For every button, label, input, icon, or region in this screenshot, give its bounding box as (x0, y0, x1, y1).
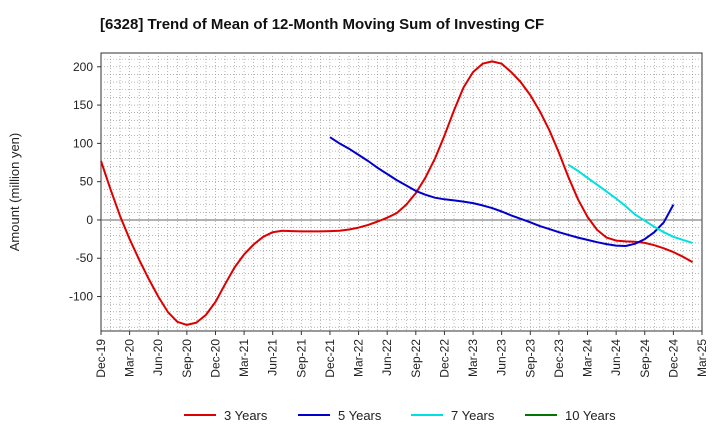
x-tick-label: Sep-22 (409, 339, 423, 378)
legend-label: 3 Years (224, 408, 268, 423)
x-tick-label: Mar-22 (352, 339, 366, 377)
x-tick-label: Dec-21 (323, 339, 337, 378)
legend: 3 Years 5 Years 7 Years 10 Years (184, 408, 616, 423)
x-tick-label: Mar-20 (123, 339, 137, 377)
x-tick-label: Jun-21 (266, 339, 280, 376)
series-line-3-years (100, 60, 693, 326)
series-line-7-years (567, 163, 693, 244)
x-tick-label: Dec-20 (208, 339, 222, 378)
y-axis-title: Amount (million yen) (7, 133, 22, 252)
x-tick-label: Mar-24 (581, 339, 595, 377)
x-tick-label: Sep-21 (294, 339, 308, 378)
y-tick-label: 0 (86, 213, 93, 227)
x-tick-label: Sep-20 (180, 339, 194, 378)
x-tick-label: Dec-24 (666, 339, 680, 378)
legend-label: 5 Years (338, 408, 382, 423)
plot-area (100, 52, 703, 332)
y-tick-label: -50 (76, 251, 94, 265)
x-tick-label: Sep-23 (523, 339, 537, 378)
legend-label: 7 Years (451, 408, 495, 423)
x-tick-label: Jun-24 (609, 339, 623, 376)
x-tick-label: Mar-25 (695, 339, 709, 377)
x-tick-label: Dec-19 (94, 339, 108, 378)
series-line-5-years (329, 136, 675, 247)
x-tick-label: Dec-23 (552, 339, 566, 378)
y-tick-label: 50 (80, 175, 94, 189)
x-tick-label: Jun-20 (151, 339, 165, 376)
x-tick-label: Dec-22 (437, 339, 451, 378)
x-tick-label: Mar-21 (237, 339, 251, 377)
x-tick-label: Sep-24 (638, 339, 652, 378)
legend-label: 10 Years (565, 408, 616, 423)
x-tick-label: Jun-23 (495, 339, 509, 376)
x-tick-label: Mar-23 (466, 339, 480, 377)
y-tick-label: 200 (73, 60, 93, 74)
chart-title: [6328] Trend of Mean of 12-Month Moving … (100, 16, 544, 33)
y-tick-label: -100 (69, 290, 93, 304)
y-tick-label: 150 (73, 98, 93, 112)
x-tick-label: Jun-22 (380, 339, 394, 376)
y-tick-label: 100 (73, 136, 93, 150)
